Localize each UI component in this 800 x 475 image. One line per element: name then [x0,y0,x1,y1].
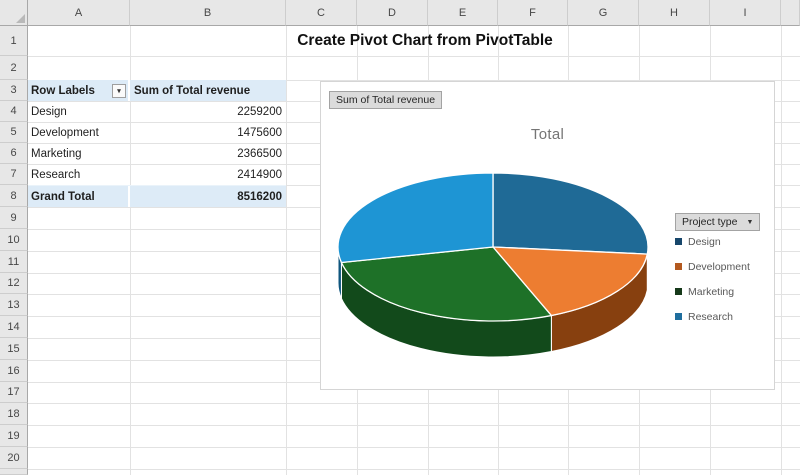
chart-legend: Design Development Marketing Research [675,229,750,329]
row-header-5[interactable]: 5 [0,122,28,143]
pivot-value[interactable]: 2366500 [237,147,282,160]
pivot-chart[interactable]: Total Sum of Total revenue Project type … [320,81,775,390]
gridline [781,26,782,475]
pivot-value[interactable]: 1475600 [237,126,282,139]
grand-total-label[interactable]: Grand Total [28,186,130,207]
pivot-label[interactable]: Research [31,168,81,181]
pivot-row-design[interactable]: Design 2259200 [28,101,286,122]
value-field-label: Sum of Total revenue [336,94,436,106]
row-header-7[interactable]: 7 [0,164,28,185]
legend-item-research[interactable]: Research [675,304,750,329]
row-header-12[interactable]: 12 [0,273,28,294]
column-header-d[interactable]: D [357,0,428,26]
gridline [28,447,800,448]
row-labels-text: Row Labels [31,84,95,97]
row-header-19[interactable]: 19 [0,425,28,447]
pie-3d[interactable] [321,82,776,391]
legend-label: Development [688,260,750,273]
row-header-16[interactable]: 16 [0,360,28,382]
column-header-e[interactable]: E [428,0,498,26]
legend-label: Marketing [688,285,735,298]
gridline [130,26,131,475]
pivot-row-marketing[interactable]: Marketing 2366500 [28,143,286,164]
row-header-11[interactable]: 11 [0,251,28,273]
pivot-row-labels-header[interactable]: Row Labels ▾ [28,80,130,101]
row-header-20[interactable]: 20 [0,447,28,469]
row-header-9[interactable]: 9 [0,207,28,229]
legend-label: Design [688,235,721,248]
gridline [286,26,287,475]
chart-title[interactable]: Total [530,126,565,143]
legend-label: Research [688,310,733,323]
row-header-6[interactable]: 6 [0,143,28,164]
row-header-13[interactable]: 13 [0,294,28,316]
pivot-label[interactable]: Development [31,126,99,139]
column-header-partial [781,0,800,26]
pie-slice-research[interactable] [337,172,494,264]
pivot-table: Row Labels ▾ Sum of Total revenue Design… [28,80,286,207]
row-header-18[interactable]: 18 [0,403,28,425]
pivot-row-research[interactable]: Research 2414900 [28,164,286,185]
pie-slice-design[interactable] [492,172,649,255]
pivot-grand-total-row[interactable]: Grand Total 8516200 [28,185,286,207]
row-header-8[interactable]: 8 [0,185,28,207]
row-header-3[interactable]: 3 [0,80,28,101]
column-header-a[interactable]: A [28,0,130,26]
legend-marker-icon [675,238,682,245]
row-header-partial [0,469,28,475]
worksheet-title[interactable]: Create Pivot Chart from PivotTable [297,32,553,49]
column-header-h[interactable]: H [639,0,710,26]
gridline [28,80,800,81]
legend-item-marketing[interactable]: Marketing [675,279,750,304]
chevron-down-icon: ▼ [746,218,754,226]
pivot-label[interactable]: Marketing [31,147,82,160]
axis-field-label: Project type [682,216,738,228]
gridline [28,56,800,57]
row-header-17[interactable]: 17 [0,382,28,403]
axis-field-button[interactable]: Project type ▼ [675,213,761,231]
row-header-14[interactable]: 14 [0,316,28,338]
column-header-b[interactable]: B [130,0,286,26]
pivot-label[interactable]: Design [31,105,67,118]
legend-marker-icon [675,288,682,295]
pivot-value[interactable]: 2259200 [237,105,282,118]
row-header-2[interactable]: 2 [0,56,28,80]
pie-slice-marketing[interactable] [340,246,553,322]
row-header-1[interactable]: 1 [0,26,28,56]
column-header-c[interactable]: C [286,0,357,26]
row-header-15[interactable]: 15 [0,338,28,360]
filter-dropdown-icon[interactable]: ▾ [112,83,126,98]
pie-slice-development[interactable] [492,246,648,317]
pivot-header-row: Row Labels ▾ Sum of Total revenue [28,80,286,101]
gridline [28,403,800,404]
grand-total-value[interactable]: 8516200 [237,190,282,203]
row-header-4[interactable]: 4 [0,101,28,122]
pivot-row-development[interactable]: Development 1475600 [28,122,286,143]
column-header-i[interactable]: I [710,0,781,26]
select-all-corner[interactable] [0,0,28,26]
column-header-f[interactable]: F [498,0,568,26]
pivot-value[interactable]: 2414900 [237,168,282,181]
legend-item-development[interactable]: Development [675,254,750,279]
legend-marker-icon [675,263,682,270]
pivot-value-header[interactable]: Sum of Total revenue [134,84,251,97]
legend-item-design[interactable]: Design [675,229,750,254]
legend-marker-icon [675,313,682,320]
gridline [28,469,800,470]
column-header-g[interactable]: G [568,0,639,26]
value-field-button[interactable]: Sum of Total revenue [329,91,443,109]
gridline [28,425,800,426]
row-header-10[interactable]: 10 [0,229,28,251]
